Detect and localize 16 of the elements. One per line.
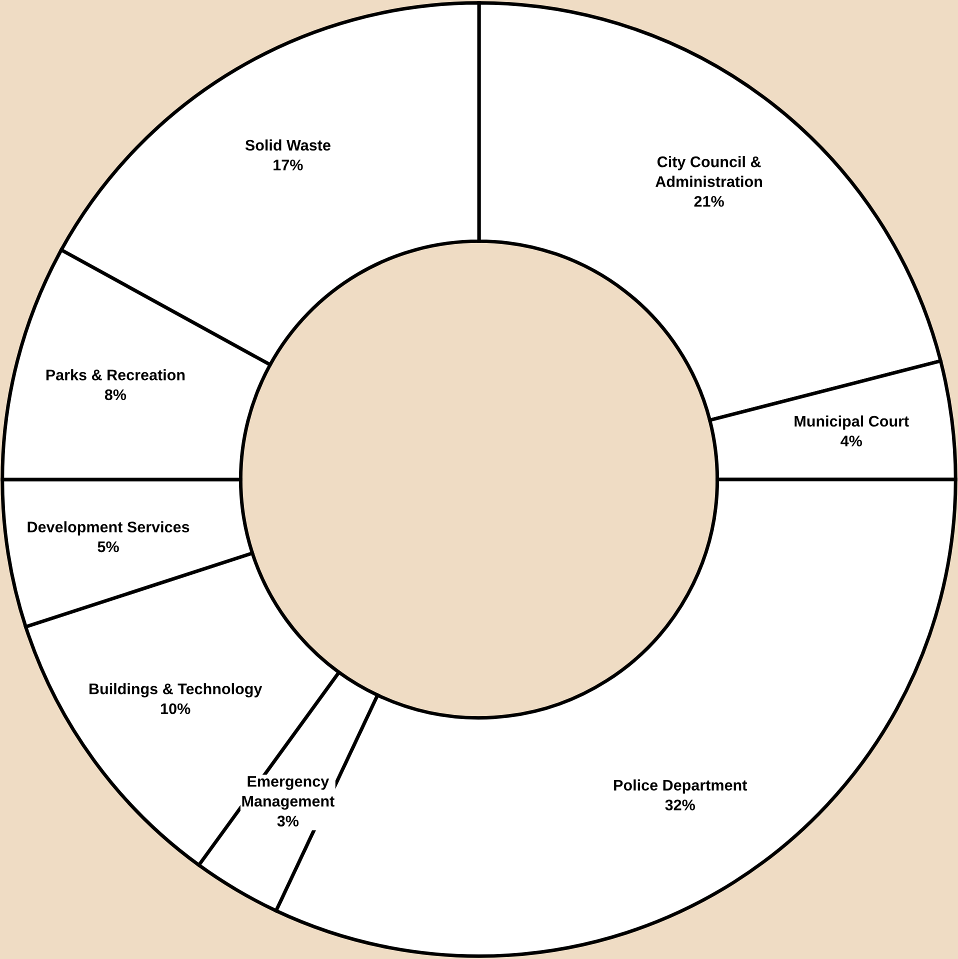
data-label: 4% (840, 436, 862, 446)
data-label: 17% (274, 160, 303, 170)
data-label: 10% (161, 703, 190, 714)
slice-label: Parks & Recreation (46, 369, 185, 380)
data-label: 32% (665, 800, 695, 810)
data-label: 21% (694, 196, 724, 207)
slice-label: Buildings & Technology (90, 683, 262, 698)
data-label: 5% (98, 541, 119, 552)
slice-label: City Council & Administration (656, 156, 762, 188)
slice-label: Solid Waste (245, 139, 330, 151)
slice-label: Police Department (614, 779, 748, 794)
slice-label: Municipal Court (794, 415, 909, 430)
slice-label: Development Services (28, 521, 190, 536)
data-label: 3% (277, 816, 299, 826)
slice-label: Emergency Management (242, 776, 334, 810)
data-label: 8% (104, 389, 126, 400)
